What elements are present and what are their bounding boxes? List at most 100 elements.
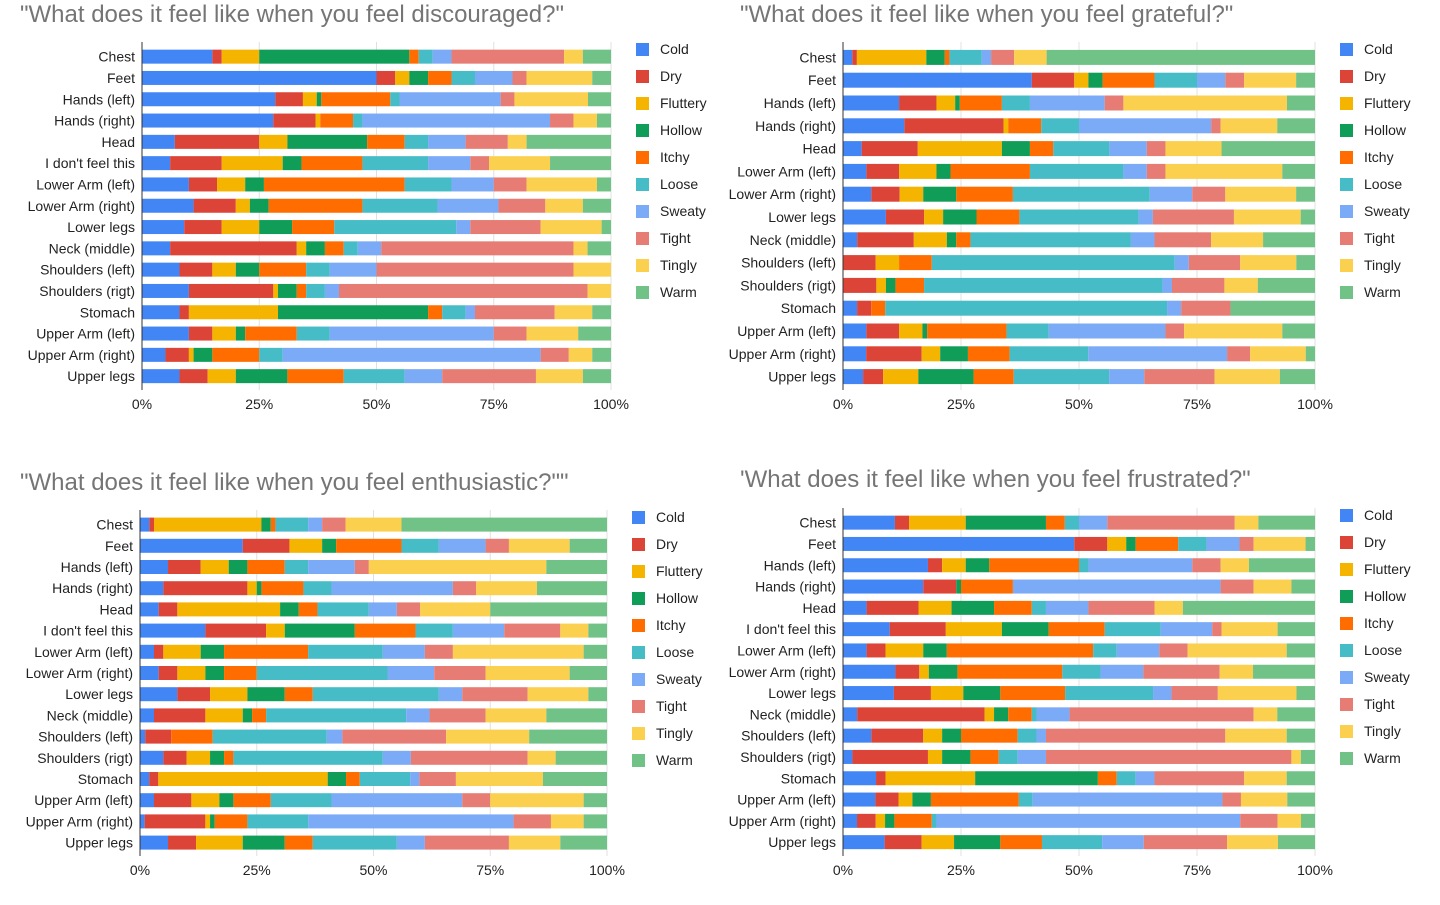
bar-segment[interactable] [174, 134, 260, 149]
bar-segment[interactable] [142, 177, 189, 192]
bar-segment[interactable] [1130, 232, 1155, 248]
bar-segment[interactable] [573, 262, 611, 277]
bar-segment[interactable] [140, 793, 155, 808]
bar-segment[interactable] [930, 686, 964, 701]
bar-segment[interactable] [470, 156, 490, 171]
bar-segment[interactable] [1088, 600, 1155, 615]
bar-segment[interactable] [302, 92, 317, 107]
bar-segment[interactable] [921, 835, 955, 850]
bar-segment[interactable] [438, 538, 486, 553]
bar-segment[interactable] [1220, 558, 1249, 573]
bar-segment[interactable] [470, 220, 541, 235]
bar-segment[interactable] [843, 186, 872, 202]
bar-segment[interactable] [961, 579, 1013, 594]
bar-segment[interactable] [981, 49, 992, 65]
bar-segment[interactable] [401, 517, 607, 532]
bar-segment[interactable] [191, 793, 220, 808]
bar-segment[interactable] [843, 163, 867, 179]
bar-segment[interactable] [149, 772, 159, 786]
bar-segment[interactable] [1217, 686, 1297, 701]
bar-segment[interactable] [923, 728, 943, 743]
bar-segment[interactable] [381, 241, 574, 256]
bar-segment[interactable] [949, 49, 982, 65]
bar-segment[interactable] [1240, 255, 1297, 271]
bar-segment[interactable] [259, 220, 293, 235]
bar-segment[interactable] [1102, 72, 1155, 88]
bar-segment[interactable] [212, 49, 222, 64]
bar-segment[interactable] [1296, 686, 1315, 701]
bar-segment[interactable] [1009, 346, 1089, 362]
bar-segment[interactable] [588, 623, 607, 638]
bar-segment[interactable] [1219, 664, 1254, 679]
bar-segment[interactable] [280, 602, 299, 617]
bar-segment[interactable] [306, 283, 325, 298]
bar-segment[interactable] [885, 813, 895, 828]
bar-segment[interactable] [387, 666, 435, 680]
bar-segment[interactable] [489, 156, 551, 171]
bar-segment[interactable] [219, 793, 234, 808]
bar-segment[interactable] [942, 749, 971, 764]
bar-segment[interactable] [259, 134, 288, 149]
bar-segment[interactable] [1003, 118, 1009, 134]
bar-segment[interactable] [843, 728, 872, 743]
bar-segment[interactable] [245, 326, 297, 341]
bar-segment[interactable] [1253, 536, 1306, 551]
bar-segment[interactable] [145, 729, 172, 744]
bar-segment[interactable] [1154, 600, 1183, 615]
bar-segment[interactable] [142, 198, 194, 213]
bar-segment[interactable] [913, 232, 947, 248]
bar-segment[interactable] [1286, 771, 1315, 786]
bar-segment[interactable] [245, 177, 264, 192]
bar-segment[interactable] [1029, 95, 1105, 111]
bar-segment[interactable] [452, 623, 505, 638]
bar-segment[interactable] [1286, 95, 1315, 111]
bar-segment[interactable] [550, 814, 584, 829]
bar-segment[interactable] [140, 729, 146, 744]
bar-segment[interactable] [343, 369, 405, 384]
bar-segment[interactable] [368, 560, 547, 574]
bar-segment[interactable] [1277, 707, 1315, 722]
bar-segment[interactable] [442, 369, 536, 384]
bar-segment[interactable] [1116, 643, 1160, 658]
bar-segment[interactable] [1046, 49, 1315, 65]
bar-segment[interactable] [177, 602, 281, 617]
bar-segment[interactable] [292, 220, 335, 235]
bar-segment[interactable] [857, 232, 914, 248]
bar-segment[interactable] [1184, 323, 1283, 339]
bar-segment[interactable] [917, 141, 1002, 157]
bar-segment[interactable] [1277, 835, 1315, 850]
bar-segment[interactable] [342, 729, 447, 744]
bar-segment[interactable] [331, 793, 463, 808]
bar-segment[interactable] [1006, 323, 1049, 339]
bar-segment[interactable] [235, 198, 250, 213]
bar-segment[interactable] [224, 644, 309, 659]
bar-segment[interactable] [931, 255, 1175, 271]
bar-segment[interactable] [582, 49, 611, 64]
bar-segment[interactable] [1064, 515, 1079, 530]
bar-segment[interactable] [266, 708, 407, 723]
bar-segment[interactable] [895, 277, 925, 293]
bar-segment[interactable] [587, 241, 611, 256]
bar-segment[interactable] [1100, 664, 1144, 679]
bar-segment[interactable] [242, 538, 290, 553]
bar-segment[interactable] [843, 664, 896, 679]
bar-segment[interactable] [287, 369, 344, 384]
bar-segment[interactable] [1135, 536, 1179, 551]
bar-segment[interactable] [927, 323, 1007, 339]
bar-segment[interactable] [1282, 163, 1315, 179]
bar-segment[interactable] [312, 835, 397, 850]
bar-segment[interactable] [1017, 749, 1046, 764]
bar-segment[interactable] [247, 581, 257, 596]
bar-segment[interactable] [142, 326, 189, 341]
bar-segment[interactable] [462, 687, 528, 702]
bar-segment[interactable] [889, 622, 946, 637]
bar-segment[interactable] [1088, 72, 1103, 88]
bar-segment[interactable] [1165, 141, 1222, 157]
bar-segment[interactable] [1287, 792, 1315, 807]
bar-segment[interactable] [493, 326, 527, 341]
bar-segment[interactable] [142, 262, 180, 277]
bar-segment[interactable] [1088, 346, 1228, 362]
bar-segment[interactable] [1107, 515, 1235, 530]
bar-segment[interactable] [513, 814, 551, 829]
bar-segment[interactable] [317, 602, 369, 617]
